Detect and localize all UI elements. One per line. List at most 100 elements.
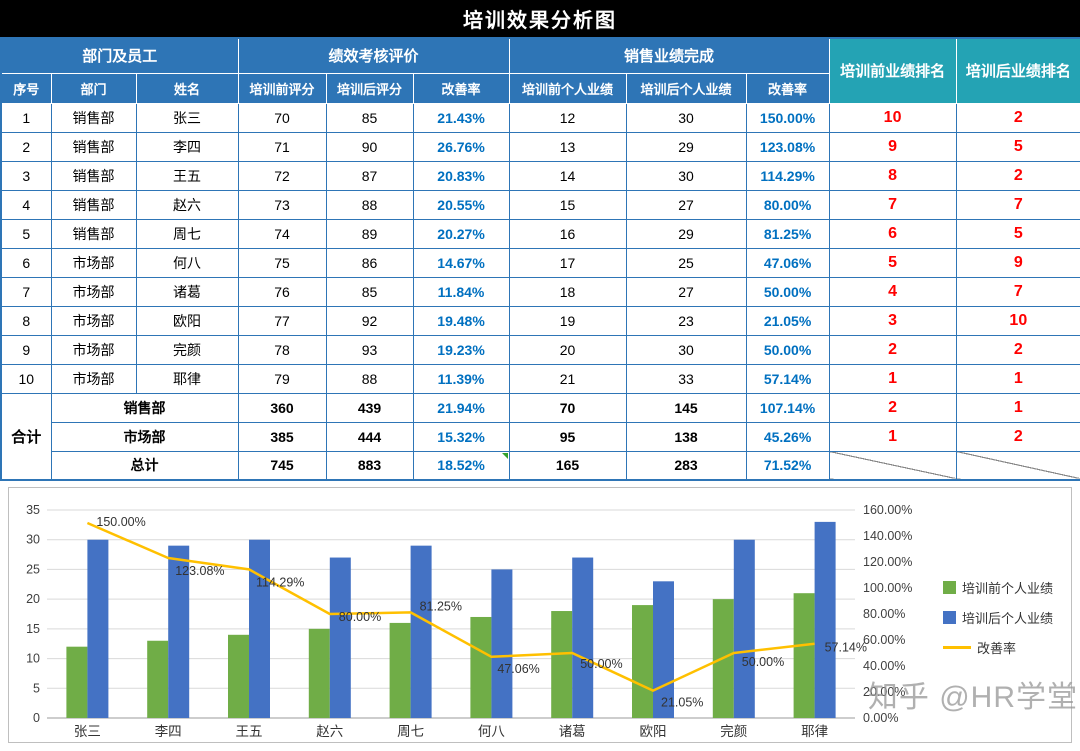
cell-sales_rate: 81.25%	[745, 218, 830, 249]
col-header: 培训后个人业绩	[625, 72, 747, 104]
cell-no: 9	[0, 334, 52, 365]
cell-sales_after: 27	[625, 276, 747, 307]
cell-no: 6	[0, 247, 52, 278]
summary-row: 合计 销售部 360 439 21.94% 70 145 107.14% 2 1	[0, 392, 1080, 481]
line-data-label: 21.05%	[661, 696, 703, 710]
cell-summary-label: 销售部	[50, 392, 239, 423]
cell-rank_after: 2	[955, 102, 1080, 133]
cell-score_after: 444	[325, 421, 414, 452]
cell-sales_rate: 114.29%	[745, 160, 830, 191]
cell-score_before: 70	[237, 102, 327, 133]
legend-line-swatch-icon	[942, 646, 971, 649]
cell-no: 10	[0, 363, 52, 394]
cell-sales_rate: 57.14%	[745, 363, 830, 394]
page-title: 培训效果分析图	[0, 0, 1080, 37]
cell-sales_rate: 50.00%	[745, 276, 830, 307]
col-header: 培训前个人业绩	[508, 72, 627, 104]
bar-after	[168, 545, 190, 718]
cell-score_rate: 21.94%	[412, 392, 510, 423]
cell-sales_after: 33	[625, 363, 747, 394]
table-row: 6 市场部 何八 75 86 14.67% 17 25 47.06% 5 9	[0, 247, 1080, 278]
legend-item: 培训前个人业绩	[942, 578, 1053, 597]
cell-name: 诸葛	[135, 276, 239, 307]
left-axis-tick: 0	[33, 711, 40, 725]
cell-score_rate: 11.84%	[412, 276, 510, 307]
cell-score_rate: 19.48%	[412, 305, 510, 336]
line-data-label: 81.25%	[420, 599, 462, 613]
bar-before	[147, 640, 169, 718]
left-axis-tick: 30	[26, 533, 40, 547]
col-header: 培训前评分	[237, 72, 327, 104]
cell-rank_before: 10	[828, 102, 957, 133]
line-data-label: 123.08%	[175, 564, 224, 578]
x-axis-label: 欧阳	[640, 724, 667, 739]
bar-after	[410, 545, 432, 718]
cell-dept: 销售部	[50, 160, 137, 191]
cell-rank_before	[828, 450, 957, 481]
cell-rank_before: 6	[828, 218, 957, 249]
cell-sales_rate: 80.00%	[745, 189, 830, 220]
cell-score_before: 77	[237, 305, 327, 336]
cell-sales_rate: 21.05%	[745, 305, 830, 336]
cell-score_rate: 21.43%	[412, 102, 510, 133]
cell-score_rate: 19.23%	[412, 334, 510, 365]
bar-before	[228, 634, 249, 718]
cell-sales_rate: 123.08%	[745, 131, 830, 162]
header-rank-after: 培训后业绩排名	[955, 37, 1080, 104]
cell-rank_before: 1	[828, 421, 957, 452]
summary-row: 总计 745 883 18.52% 165 283 71.52%	[1, 450, 1080, 481]
cell-score_rate: 11.39%	[412, 363, 510, 394]
right-axis-tick: 40.00%	[863, 659, 905, 673]
cell-sales_after: 29	[625, 218, 747, 249]
line-data-label: 80.00%	[339, 610, 381, 624]
cell-rank_after: 2	[955, 334, 1080, 365]
col-header: 培训后评分	[325, 72, 414, 104]
group-header-row: 部门及员工 绩效考核评价 销售业绩完成 培训前业绩排名 培训后业绩排名	[0, 37, 1080, 104]
cell-score_before: 74	[237, 218, 327, 249]
bar-before	[470, 616, 492, 718]
table-row: 7 市场部 诸葛 76 85 11.84% 18 27 50.00% 4 7	[0, 276, 1080, 307]
cell-rank_before: 4	[828, 276, 957, 307]
table-row: 3 销售部 王五 72 87 20.83% 14 30 114.29% 8 2	[0, 160, 1080, 191]
cell-sales_before: 21	[508, 363, 627, 394]
cell-sales_before: 70	[508, 392, 627, 423]
right-axis-tick: 100.00%	[863, 581, 912, 595]
cell-sales_before: 20	[508, 334, 627, 365]
cell-dept: 市场部	[50, 334, 137, 365]
cell-sales_before: 16	[508, 218, 627, 249]
column-header-row: 序号 部门 姓名 培训前评分 培训后评分 改善率 培训前个人业绩 培训后个人业绩 改善率	[0, 72, 1080, 104]
cell-score_rate: 14.67%	[412, 247, 510, 278]
legend-label: 培训后个人业绩	[961, 611, 1053, 626]
right-axis-tick: 160.00%	[863, 503, 912, 517]
group-header-performance: 绩效考核评价	[237, 37, 510, 74]
cell-sales_before: 18	[508, 276, 627, 307]
x-axis-label: 王五	[236, 724, 263, 739]
cell-sales_rate: 150.00%	[745, 102, 830, 133]
cell-score_before: 71	[237, 131, 327, 162]
bar-after	[249, 539, 270, 718]
bar-after	[733, 539, 755, 718]
cell-dept: 市场部	[50, 305, 137, 336]
legend-color-swatch-icon	[942, 581, 956, 594]
cell-score_after: 92	[325, 305, 414, 336]
cell-dept: 销售部	[50, 218, 137, 249]
x-axis-label: 诸葛	[559, 724, 586, 739]
cell-no: 1	[0, 102, 52, 133]
cell-score_after: 87	[325, 160, 414, 191]
group-header-dept-employee: 部门及员工	[0, 37, 239, 74]
cell-no: 3	[0, 160, 52, 191]
table-row: 4 销售部 赵六 73 88 20.55% 15 27 80.00% 7 7	[0, 189, 1080, 220]
group-header-sales: 销售业绩完成	[508, 37, 830, 74]
cell-score_before: 385	[237, 421, 327, 452]
cell-rank_after: 1	[955, 392, 1080, 423]
cell-rank_after: 2	[955, 160, 1080, 191]
cell-no: 7	[0, 276, 52, 307]
header-rank-before: 培训前业绩排名	[828, 37, 957, 104]
cell-sales_before: 14	[508, 160, 627, 191]
bar-before	[66, 646, 88, 718]
left-axis-tick: 5	[33, 681, 40, 695]
legend-item: 培训后个人业绩	[942, 608, 1053, 627]
cell-name: 李四	[135, 131, 239, 162]
table-row: 8 市场部 欧阳 77 92 19.48% 19 23 21.05% 3 10	[0, 305, 1080, 336]
right-axis-tick: 140.00%	[863, 529, 912, 543]
